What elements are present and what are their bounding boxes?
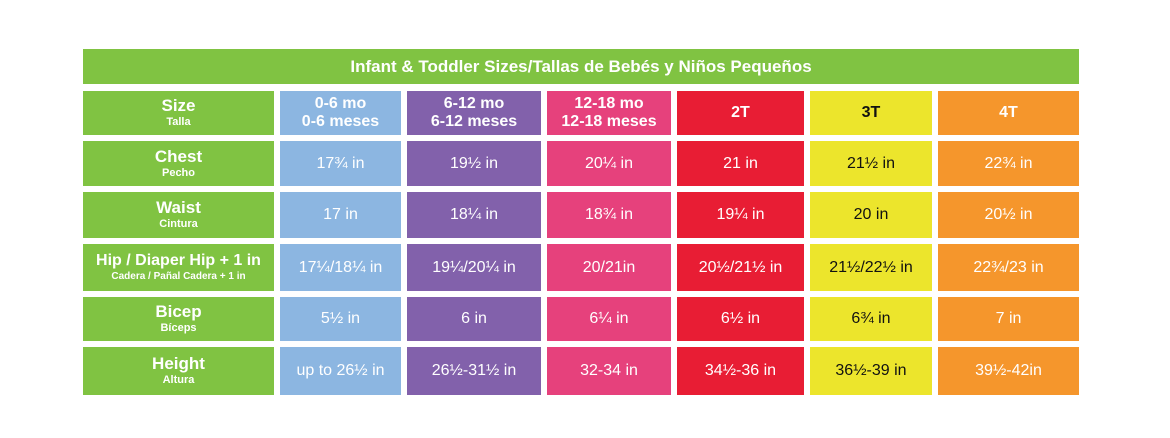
table-cell: 26½-31½ in [407,347,541,395]
table-cell: 22¾ in [938,141,1079,186]
table-cell: 34½-36 in [677,347,804,395]
table-cell: up to 26½ in [280,347,401,395]
row-label: Height [152,354,205,373]
chart-title: Infant & Toddler Sizes/Tallas de Bebés y… [83,49,1079,84]
row-label-es: Cintura [159,218,198,230]
row-header-waist: Waist Cintura [83,192,274,238]
table-cell: 6½ in [677,297,804,341]
table-cell: 19½ in [407,141,541,186]
row-label: Waist [156,198,201,217]
row-label: Bicep [155,302,202,321]
table-cell: 21½ in [810,141,932,186]
table-cell: 18¾ in [547,192,671,238]
column-header-line1: 6-12 mo [443,95,505,112]
column-header-line1: 4T [999,104,1018,121]
table-cell: 21 in [677,141,804,186]
row-header-chest: Chest Pecho [83,141,274,186]
column-header-line1: 3T [861,104,881,121]
row-label: Chest [154,146,203,166]
table-cell: 19¼/20¼ in [407,244,541,291]
table-cell: 17 in [280,192,401,238]
table-cell: 21½/22½ in [810,244,932,291]
table-cell: 20/21in [547,244,671,291]
size-header-cell: Size Talla [83,91,274,135]
column-header-12-18: 12-18 mo 12-18 meses [547,91,671,135]
row-header-bicep: Bicep Bíceps [83,297,274,341]
column-header-line2: 0-6 meses [301,113,380,130]
column-header-2t: 2T [677,91,804,135]
row-header-height: Height Altura [83,347,274,395]
table-cell: 20½ in [938,192,1079,238]
table-cell: 17¼/18¼ in [280,244,401,291]
table-cell: 20¼ in [547,141,671,186]
row-label: Hip / Diaper Hip + 1 in [96,251,261,269]
column-header-line1: 2T [731,104,750,121]
table-cell: 19¼ in [677,192,804,238]
table-cell: 17¾ in [280,141,401,186]
column-header-6-12: 6-12 mo 6-12 meses [407,91,541,135]
row-label-es: Altura [162,374,195,386]
column-header-line2: 6-12 meses [430,113,518,130]
table-cell: 18¼ in [407,192,541,238]
column-header-line2: 12-18 meses [561,113,657,130]
row-label-es: Bíceps [160,322,197,334]
table-cell: 22¾/23 in [938,244,1079,291]
size-label-es: Talla [166,116,191,128]
table-cell: 32-34 in [547,347,671,395]
table-cell: 6¼ in [547,297,671,341]
table-cell: 5½ in [280,297,401,341]
column-header-3t: 3T [810,91,932,135]
row-header-hip: Hip / Diaper Hip + 1 in Cadera / Pañal C… [83,244,274,291]
table-cell: 36½-39 in [810,347,932,395]
column-header-4t: 4T [938,91,1079,135]
table-cell: 20½/21½ in [677,244,804,291]
column-header-line1: 12-18 mo [574,95,644,112]
table-cell: 7 in [938,297,1079,341]
column-header-0-6: 0-6 mo 0-6 meses [280,91,401,135]
row-label-es: Cadera / Pañal Cadera + 1 in [111,270,246,282]
table-cell: 6¾ in [810,297,932,341]
table-cell: 6 in [407,297,541,341]
column-header-line1: 0-6 mo [314,95,367,112]
size-label: Size [161,96,196,115]
table-cell: 20 in [810,192,932,238]
row-label-es: Pecho [161,166,195,179]
table-cell: 39½-42in [938,347,1079,395]
